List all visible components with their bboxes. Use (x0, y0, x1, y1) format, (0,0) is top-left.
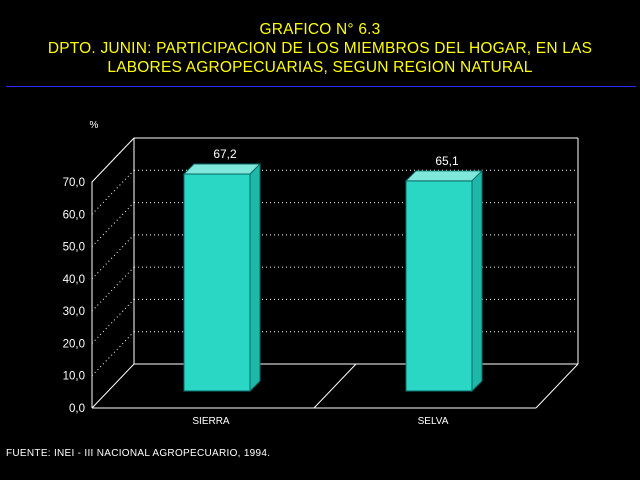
y-tick-label: 0,0 (69, 403, 85, 415)
side-gridline (91, 266, 135, 312)
side-gridline (91, 234, 135, 280)
y-tick-label: 70,0 (63, 177, 85, 189)
side-gridline (91, 299, 135, 344)
floor-left-edge (91, 363, 135, 409)
side-wall-top-edge (91, 137, 135, 183)
side-gridline (91, 331, 135, 377)
bar-top-face (404, 170, 484, 182)
bar-side-face (249, 162, 261, 393)
side-gridline (91, 202, 135, 247)
bar-side-face (471, 169, 483, 393)
x-tick-label: SELVA (418, 416, 449, 427)
y-tick-label: 50,0 (63, 242, 85, 254)
x-tick-label: SIERRA (192, 416, 230, 427)
chart-title-block: GRAFICO N° 6.3 DPTO. JUNIN: PARTICIPACIO… (0, 20, 640, 77)
bar-top-face (182, 163, 262, 175)
title-divider (6, 86, 636, 87)
y-tick-label: 20,0 (63, 338, 85, 350)
y-tick-label: 30,0 (63, 306, 85, 318)
bar-front-face (183, 173, 251, 392)
y-axis-label: % (90, 120, 99, 131)
chart-title-line-1: DPTO. JUNIN: PARTICIPACION DE LOS MIEMBR… (47, 40, 593, 57)
chart-title-line-2: LABORES AGROPECUARIAS, SEGUN REGION NATU… (107, 59, 533, 76)
floor-right-edge (535, 363, 579, 409)
bar-front-face (405, 180, 473, 392)
source-note: FUENTE: INEI - III NACIONAL AGROPECUARIO… (6, 448, 271, 459)
side-gridline (91, 169, 135, 215)
floor-category-divider (313, 363, 357, 409)
y-tick-label: 60,0 (63, 209, 85, 221)
bar-sierra (182, 162, 262, 393)
y-tick-label: 40,0 (63, 274, 85, 286)
data-label: 65,1 (435, 154, 459, 168)
chart-title-number: GRAFICO N° 6.3 (259, 21, 381, 38)
bar-selva (404, 169, 484, 393)
y-tick-label: 10,0 (63, 371, 85, 383)
data-label: 67,2 (213, 147, 237, 161)
